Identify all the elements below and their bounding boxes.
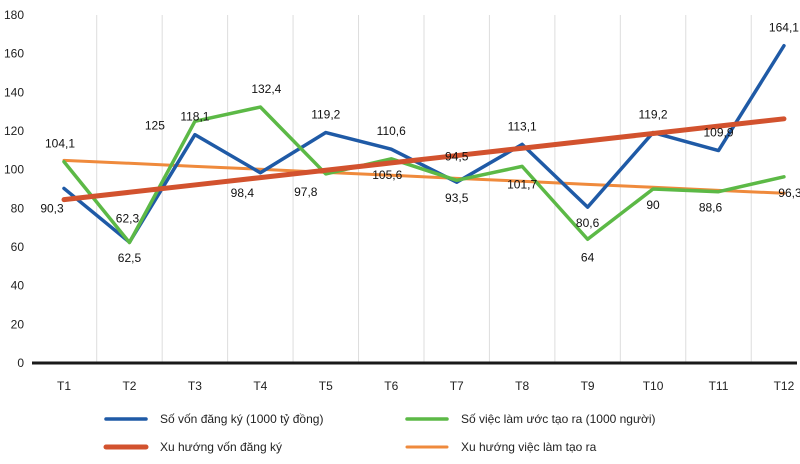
series-line (61, 116, 787, 203)
data-label: 132,4 (251, 82, 281, 96)
y-axis-ticks: 0 20 40 60 80 100 120 140 160 180 (4, 8, 24, 370)
data-label: 104,1 (45, 137, 75, 151)
data-label: 80,6 (576, 216, 600, 230)
x-tick-label: T7 (450, 379, 464, 393)
data-label: 119,2 (311, 108, 340, 122)
data-label: 118,1 (180, 110, 209, 124)
y-tick-label: 80 (11, 201, 25, 215)
x-tick-label: T11 (709, 379, 729, 393)
x-tick-label: T1 (57, 379, 71, 393)
y-tick-label: 120 (4, 124, 24, 138)
data-label: 88,6 (699, 201, 723, 215)
y-tick-label: 180 (4, 8, 24, 22)
data-label: 96,3 (778, 186, 800, 200)
data-label: 93,5 (445, 191, 469, 205)
data-label: 62,3 (116, 212, 140, 226)
legend-label: Xu hướng vốn đăng ký (160, 440, 282, 454)
data-label: 105,6 (372, 168, 402, 182)
data-label: 98,4 (231, 186, 255, 200)
y-tick-label: 0 (17, 356, 24, 370)
data-label: 119,2 (638, 108, 667, 122)
legend-label: Số vốn đăng ký (1000 tỷ đồng) (160, 412, 323, 426)
x-tick-label: T5 (319, 379, 333, 393)
data-label: 164,1 (769, 21, 799, 35)
series-line (62, 105, 786, 245)
data-label: 97,8 (294, 185, 318, 199)
x-tick-label: T8 (515, 379, 529, 393)
x-tick-label: T9 (581, 379, 595, 393)
data-labels: 90,3 62,5 118,1 98,4 119,2 110,6 93,5 113,1 80,6… (40, 21, 800, 265)
x-tick-label: T6 (384, 379, 398, 393)
data-label: 113,1 (508, 119, 537, 133)
legend-label: Số việc làm ước tạo ra (1000 người) (461, 412, 656, 426)
x-tick-label: T12 (774, 379, 795, 393)
data-label: 90 (646, 198, 660, 212)
data-label: 90,3 (40, 201, 64, 215)
vertical-gridlines (96, 15, 752, 363)
data-label: 62,5 (118, 251, 142, 265)
x-axis-ticks: T1 T2 T3 T4 T5 T6 T7 T8 T9 T10 T11 T12 (57, 379, 795, 393)
y-tick-label: 20 (11, 317, 25, 331)
series-line (62, 43, 786, 244)
x-tick-label: T2 (122, 379, 136, 393)
data-label: 110,6 (377, 124, 406, 138)
y-tick-label: 160 (4, 47, 24, 61)
x-tick-label: T10 (643, 379, 664, 393)
x-tick-label: T4 (253, 379, 267, 393)
y-tick-label: 100 (4, 163, 24, 177)
legend-label: Xu hướng việc làm tạo ra (461, 440, 597, 454)
series-lines (61, 43, 787, 245)
legend: Số vốn đăng ký (1000 tỷ đồng) Số việc làm… (103, 412, 656, 454)
data-label: 125 (145, 118, 165, 132)
y-tick-label: 40 (11, 279, 25, 293)
data-label: 64 (581, 250, 595, 264)
data-label: 109,9 (703, 126, 733, 140)
y-tick-label: 60 (11, 240, 25, 254)
x-tick-label: T3 (188, 379, 202, 393)
data-label: 101,7 (507, 177, 537, 191)
data-label: 94,5 (445, 149, 469, 163)
y-tick-label: 140 (4, 85, 24, 99)
